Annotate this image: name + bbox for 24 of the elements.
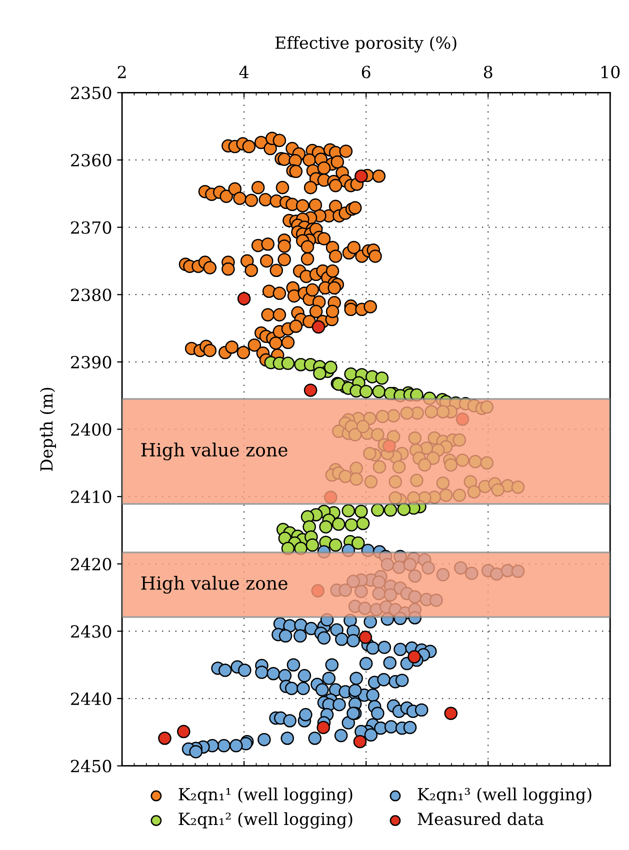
y-axis-title: Depth (m) [40,388,56,472]
y-tick-label: 2420 [71,558,112,570]
y-tick-label: 2430 [71,625,112,638]
y-tick-label: 2350 [71,86,112,100]
legend-label: K₂qn₁² (well logging) [178,812,352,829]
legend-label: K₂qn₁³ (well logging) [418,788,592,804]
x-axis-title: Effective porosity (%) [275,36,456,52]
x-tick-label: 4 [239,66,249,78]
band-label: High value zone [141,442,288,460]
y-tick-label: 2360 [71,154,112,167]
y-tick-label: 2370 [71,221,112,234]
y-tick-label: 2380 [71,288,112,302]
band-label: High value zone [141,576,288,594]
y-tick-label: 2400 [71,423,112,436]
x-tick-label: 8 [484,66,492,78]
legend-label: Measured data [418,812,544,826]
y-tick-label: 2390 [71,356,112,368]
x-tick-label: 2 [118,66,126,78]
y-tick-label: 2450 [71,760,112,772]
y-tick-label: 2410 [71,490,112,504]
x-tick-label: 6 [362,66,370,78]
x-tick-label: 10 [602,66,620,78]
y-tick-label: 2440 [71,692,112,706]
legend-label: K₂qn₁¹ (well logging) [178,788,352,804]
